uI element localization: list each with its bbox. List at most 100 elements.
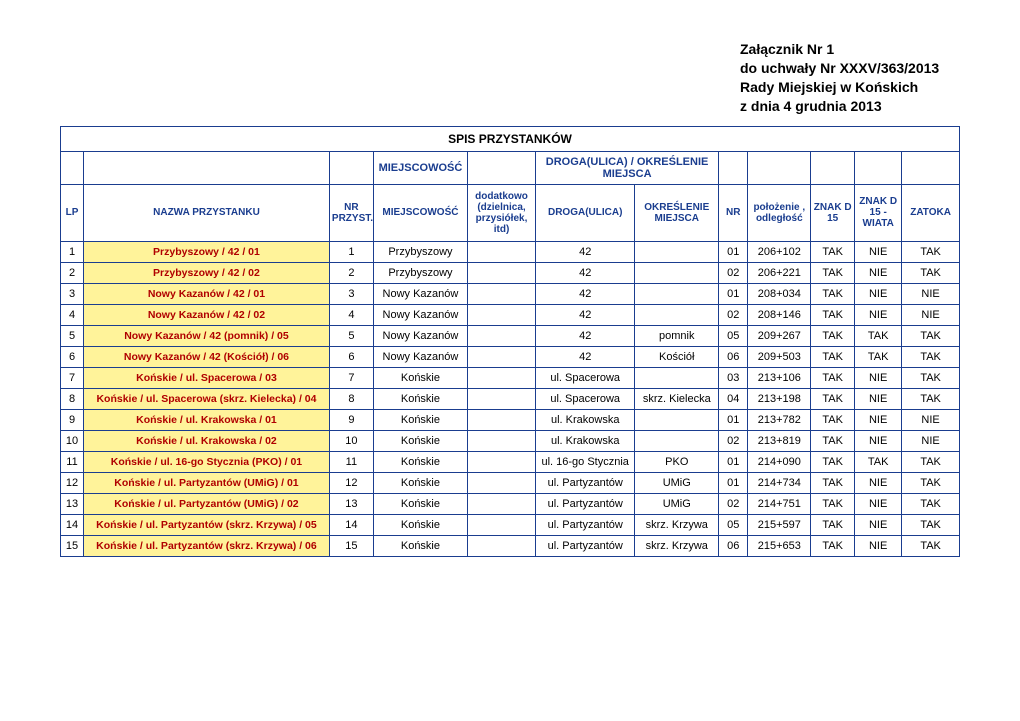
cell-lp: 1 [61, 241, 84, 262]
cell-pol: 214+090 [748, 451, 811, 472]
cell-lp: 10 [61, 430, 84, 451]
cell-z15: TAK [811, 346, 855, 367]
cell-z15: TAK [811, 388, 855, 409]
cell-miej: Nowy Kazanów [373, 283, 467, 304]
cell-nazwa: Końskie / ul. Krakowska / 02 [84, 430, 330, 451]
col-nr: NR [719, 184, 748, 241]
cell-zat: TAK [902, 451, 960, 472]
header-line-3: Rady Miejskiej w Końskich [740, 78, 960, 97]
cell-nrp: 13 [329, 493, 373, 514]
cell-okr [635, 367, 719, 388]
cell-z15w: NIE [855, 367, 902, 388]
table-row: 7Końskie / ul. Spacerowa / 037Końskieul.… [61, 367, 960, 388]
cell-droga: ul. Partyzantów [536, 535, 635, 556]
cell-okr [635, 304, 719, 325]
cell-miej: Końskie [373, 409, 467, 430]
cell-lp: 9 [61, 409, 84, 430]
cell-z15w: NIE [855, 493, 902, 514]
cell-dod [468, 283, 536, 304]
cell-nazwa: Końskie / ul. Spacerowa (skrz. Kielecka)… [84, 388, 330, 409]
cell-dod [468, 241, 536, 262]
cell-z15: TAK [811, 304, 855, 325]
cell-nazwa: Nowy Kazanów / 42 / 02 [84, 304, 330, 325]
table-row: 14Końskie / ul. Partyzantów (skrz. Krzyw… [61, 514, 960, 535]
col-dodatkowo: dodatkowo (dzielnica, przysiółek, itd) [468, 184, 536, 241]
cell-z15: TAK [811, 325, 855, 346]
cell-okr: UMiG [635, 493, 719, 514]
cell-zat: NIE [902, 304, 960, 325]
cell-okr: PKO [635, 451, 719, 472]
cell-zat: TAK [902, 346, 960, 367]
cell-nazwa: Końskie / ul. Spacerowa / 03 [84, 367, 330, 388]
document-header: Załącznik Nr 1 do uchwały Nr XXXV/363/20… [740, 40, 960, 116]
cell-z15: TAK [811, 472, 855, 493]
col-miejscowosc: MIEJSCOWOŚĆ [373, 184, 467, 241]
cell-miej: Końskie [373, 367, 467, 388]
cell-nazwa: Końskie / ul. Partyzantów (skrz. Krzywa)… [84, 514, 330, 535]
table-title-row: SPIS PRZYSTANKÓW [61, 126, 960, 151]
cell-pol: 209+267 [748, 325, 811, 346]
cell-miej: Nowy Kazanów [373, 304, 467, 325]
cell-zat: TAK [902, 262, 960, 283]
stops-table: SPIS PRZYSTANKÓW MIEJSCOWOŚĆ DROGA(ULICA… [60, 126, 960, 557]
cell-lp: 8 [61, 388, 84, 409]
cell-okr [635, 241, 719, 262]
cell-nr: 05 [719, 514, 748, 535]
cell-dod [468, 262, 536, 283]
cell-nr: 04 [719, 388, 748, 409]
table-row: 5Nowy Kazanów / 42 (pomnik) / 055Nowy Ka… [61, 325, 960, 346]
cell-nr: 02 [719, 493, 748, 514]
header-line-2: do uchwały Nr XXXV/363/2013 [740, 59, 960, 78]
cell-nrp: 14 [329, 514, 373, 535]
cell-z15w: NIE [855, 430, 902, 451]
cell-zat: NIE [902, 409, 960, 430]
cell-zat: NIE [902, 283, 960, 304]
cell-lp: 13 [61, 493, 84, 514]
cell-pol: 208+146 [748, 304, 811, 325]
col-droga: DROGA(ULICA) [536, 184, 635, 241]
cell-nr: 01 [719, 409, 748, 430]
table-row: 13Końskie / ul. Partyzantów (UMiG) / 021… [61, 493, 960, 514]
cell-nazwa: Końskie / ul. Partyzantów (UMiG) / 02 [84, 493, 330, 514]
cell-pol: 214+751 [748, 493, 811, 514]
col-znak-d15-wiata: ZNAK D 15 - WIATA [855, 184, 902, 241]
cell-z15: TAK [811, 514, 855, 535]
cell-okr: pomnik [635, 325, 719, 346]
cell-z15: TAK [811, 493, 855, 514]
cell-dod [468, 430, 536, 451]
cell-droga: ul. Krakowska [536, 409, 635, 430]
cell-zat: TAK [902, 241, 960, 262]
cell-miej: Przybyszowy [373, 262, 467, 283]
header-line-4: z dnia 4 grudnia 2013 [740, 97, 960, 116]
cell-z15w: NIE [855, 304, 902, 325]
cell-miej: Nowy Kazanów [373, 325, 467, 346]
cell-z15: TAK [811, 409, 855, 430]
cell-nr: 06 [719, 346, 748, 367]
cell-zat: NIE [902, 430, 960, 451]
cell-zat: TAK [902, 493, 960, 514]
cell-okr: Kościół [635, 346, 719, 367]
group-droga: DROGA(ULICA) / OKREŚLENIE MIEJSCA [536, 151, 719, 184]
cell-nazwa: Końskie / ul. Partyzantów (UMiG) / 01 [84, 472, 330, 493]
cell-pol: 213+198 [748, 388, 811, 409]
cell-z15w: NIE [855, 514, 902, 535]
cell-dod [468, 451, 536, 472]
cell-dod [468, 346, 536, 367]
cell-nazwa: Przybyszowy / 42 / 02 [84, 262, 330, 283]
cell-miej: Końskie [373, 493, 467, 514]
cell-nazwa: Końskie / ul. Krakowska / 01 [84, 409, 330, 430]
cell-pol: 215+597 [748, 514, 811, 535]
cell-nrp: 9 [329, 409, 373, 430]
cell-z15: TAK [811, 451, 855, 472]
cell-nrp: 11 [329, 451, 373, 472]
cell-dod [468, 409, 536, 430]
cell-dod [468, 472, 536, 493]
cell-dod [468, 514, 536, 535]
cell-z15w: NIE [855, 472, 902, 493]
cell-pol: 206+221 [748, 262, 811, 283]
cell-z15w: NIE [855, 388, 902, 409]
cell-nazwa: Nowy Kazanów / 42 (Kościół) / 06 [84, 346, 330, 367]
cell-nrp: 10 [329, 430, 373, 451]
cell-droga: ul. Spacerowa [536, 367, 635, 388]
cell-lp: 6 [61, 346, 84, 367]
